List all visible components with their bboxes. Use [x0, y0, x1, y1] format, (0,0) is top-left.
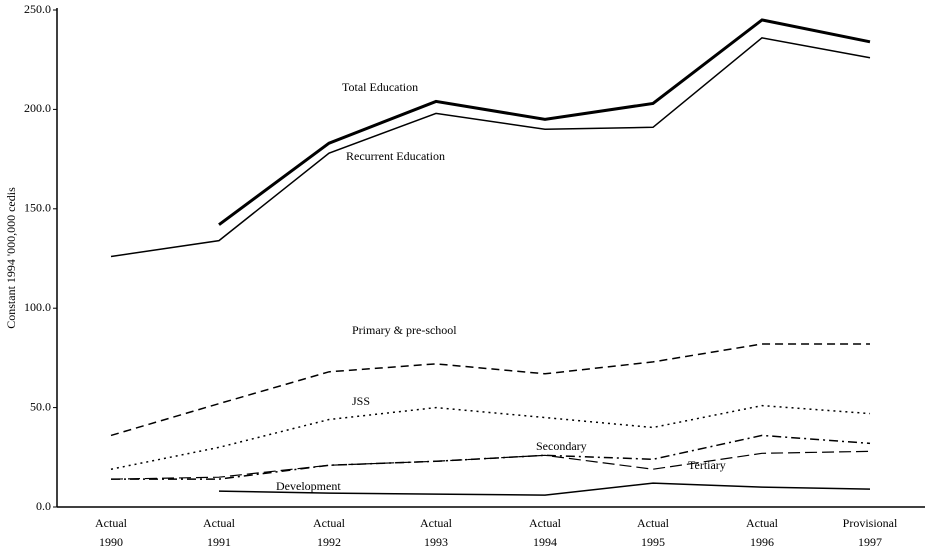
y-tick-label: 250.0: [24, 2, 51, 16]
x-tick-label: Actual 1991: [203, 516, 236, 549]
series-label: Secondary: [536, 439, 587, 453]
series-label: Tertiary: [688, 458, 726, 472]
x-tick-label: Actual 1995: [637, 516, 670, 549]
series-line: [110, 450, 871, 480]
series-line: [218, 18, 871, 226]
y-tick-label: 100.0: [24, 300, 51, 314]
y-tick-label: 150.0: [24, 201, 51, 215]
series-line: [110, 37, 871, 258]
series-label: JSS: [352, 394, 370, 408]
series-line: [218, 482, 871, 496]
y-tick-label: 200.0: [24, 101, 51, 115]
x-tick-label: Actual 1993: [420, 516, 453, 549]
x-tick-label: Actual 1994: [529, 516, 562, 549]
y-axis-label: Constant 1994 '000,000 cedis: [4, 187, 18, 329]
x-tick-label: Actual 1990: [95, 516, 128, 549]
y-tick-label: 50.0: [30, 399, 51, 413]
x-tick-label: Actual 1992: [313, 516, 346, 549]
series-label: Development: [276, 479, 341, 493]
x-tick-label: Actual 1996: [746, 516, 779, 549]
x-tick-label: Provisional 1997: [843, 516, 898, 549]
series-label: Recurrent Education: [346, 149, 445, 163]
series-line: [110, 343, 870, 437]
y-tick-label: 0.0: [36, 499, 51, 513]
series-label: Primary & pre-school: [352, 323, 457, 337]
series-line: [111, 434, 871, 480]
series-label: Total Education: [342, 80, 418, 94]
